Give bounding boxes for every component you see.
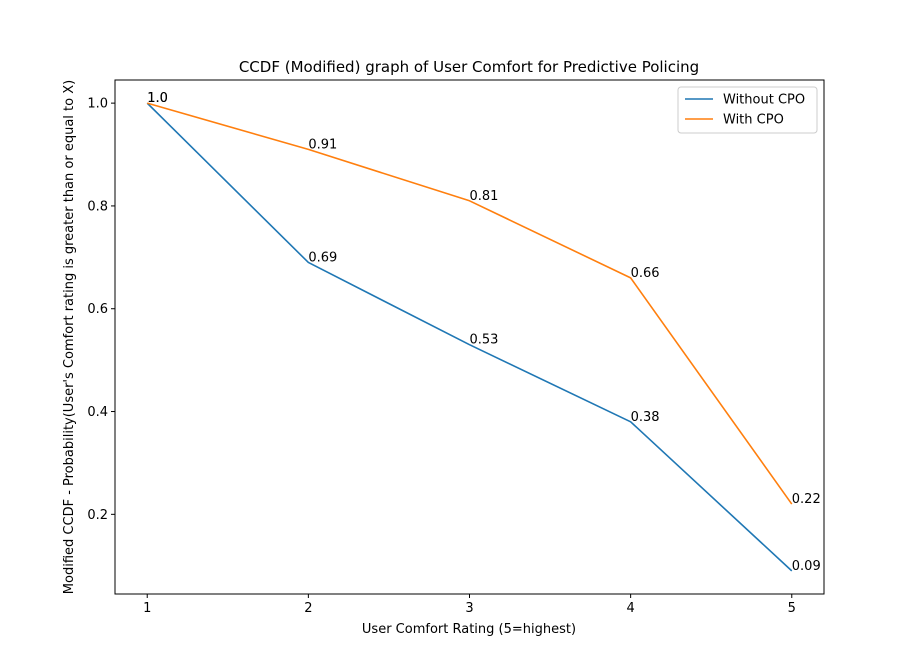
series-line-without-cpo: [146, 102, 793, 572]
data-label-without-cpo: 0.69: [308, 250, 337, 265]
chart-title: CCDF (Modified) graph of User Comfort fo…: [239, 58, 699, 76]
legend-label-with-cpo: With CPO: [723, 113, 784, 128]
y-tick-label: 0.4: [87, 405, 108, 420]
x-tick-label: 1: [143, 601, 151, 616]
x-axis: 1 2 3 4 5: [143, 594, 796, 616]
y-axis-label: Modified CCDF - Probability(User's Comfo…: [62, 80, 77, 594]
plot-area: 1.00.690.530.380.091.00.910.810.660.22: [146, 91, 821, 574]
data-label-without-cpo: 0.38: [631, 410, 660, 425]
data-label-with-cpo: 0.81: [470, 189, 499, 204]
data-label-with-cpo: 0.91: [308, 137, 337, 152]
x-axis-label: User Comfort Rating (5=highest): [362, 622, 576, 637]
data-label-without-cpo: 1.0: [147, 91, 168, 106]
y-tick-label: 0.2: [87, 508, 108, 523]
y-axis: 0.2 0.4 0.6 0.8 1.0: [87, 97, 115, 523]
y-tick-label: 1.0: [87, 97, 108, 112]
legend: Without CPO With CPO: [677, 86, 818, 134]
data-label-with-cpo: 0.66: [631, 266, 660, 281]
data-label-with-cpo: 0.22: [792, 492, 821, 507]
data-label-with-cpo: 1.0: [147, 91, 168, 106]
y-tick-label: 0.6: [87, 302, 108, 317]
series-line-with-cpo: [147, 102, 793, 505]
x-tick-label: 3: [465, 601, 473, 616]
x-tick-label: 2: [304, 601, 312, 616]
legend-label-without-cpo: Without CPO: [723, 93, 805, 108]
x-tick-label: 5: [788, 601, 796, 616]
data-label-without-cpo: 0.53: [470, 333, 499, 348]
data-label-without-cpo: 0.09: [792, 559, 821, 574]
x-tick-label: 4: [626, 601, 634, 616]
y-tick-label: 0.8: [87, 199, 108, 214]
